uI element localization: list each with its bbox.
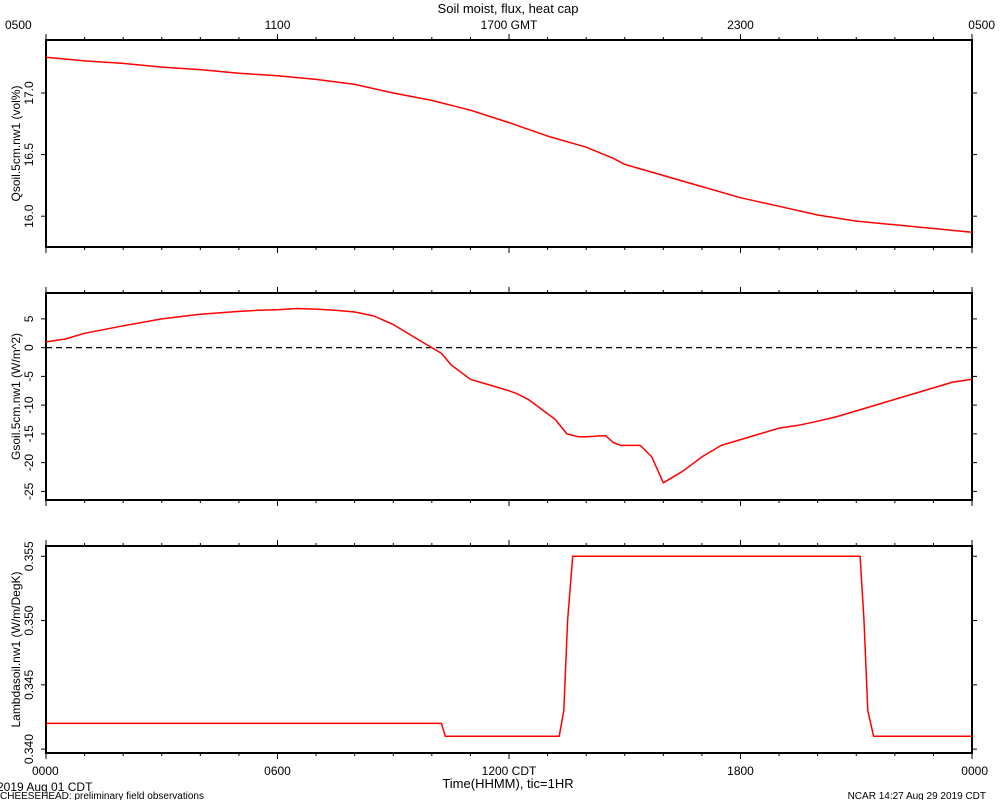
y-tick-label: -5 [22, 371, 36, 382]
x-axis-label: Time(HHMM), tic=1HR [442, 776, 573, 791]
y-tick-label: 16.0 [22, 204, 36, 228]
y-tick-label: 16.5 [22, 143, 36, 167]
y-tick-label: -25 [22, 482, 36, 500]
bottom-x-tick-label: 1800 [727, 764, 754, 778]
plot-frame [45, 39, 973, 248]
bottom-x-tick-label: 0000 [961, 764, 988, 778]
y-tick-label: -10 [22, 396, 36, 414]
y-tick-label: 0.350 [22, 605, 36, 635]
chart-panel-1 [41, 34, 977, 253]
credit-label: NCAR 14:27 Aug 29 2019 CDT [848, 791, 986, 800]
y-axis-label: Lambdasoil.nw1 (W/m/DegK) [9, 571, 23, 727]
top-x-tick-label: 0500 [968, 18, 995, 32]
y-tick-label: 0.355 [22, 541, 36, 571]
chart-panel-3 [41, 540, 977, 759]
y-tick-label: -20 [22, 454, 36, 472]
top-x-tick-label: 2300 [727, 18, 754, 32]
y-tick-label: -15 [22, 425, 36, 443]
chart-panel-2 [41, 287, 977, 506]
bottom-x-tick-label: 1200 CDT [482, 764, 537, 778]
y-tick-label: 0.340 [22, 734, 36, 764]
date-label: 2019 Aug 01 CDT [0, 780, 93, 794]
series-line [45, 56, 973, 233]
y-tick-label: 0 [22, 344, 36, 351]
source-label: CHEESEHEAD: preliminary field observatio… [0, 791, 204, 800]
y-axis-label: Qsoil.5cm.nw1 (vol%) [9, 85, 23, 201]
y-tick-label: 0.345 [22, 670, 36, 700]
bottom-x-tick-label: 0000 [32, 764, 59, 778]
top-x-tick-label: 1100 [265, 18, 291, 32]
bottom-x-tick-label: 0600 [264, 764, 291, 778]
series-line [46, 555, 972, 738]
plot-frame [45, 545, 973, 754]
plot-frame [45, 292, 973, 501]
y-axis-label: Gsoil.5cm.nw1 (W/m^2) [9, 333, 23, 460]
series-line [45, 307, 973, 484]
y-tick-label: 17.0 [22, 81, 36, 105]
chart-title: Soil moist, flux, heat cap [438, 1, 579, 16]
y-tick-label: 5 [22, 315, 36, 322]
top-x-tick-label: 0500 [5, 18, 32, 32]
top-x-tick-label: 1700 GMT [481, 18, 538, 32]
